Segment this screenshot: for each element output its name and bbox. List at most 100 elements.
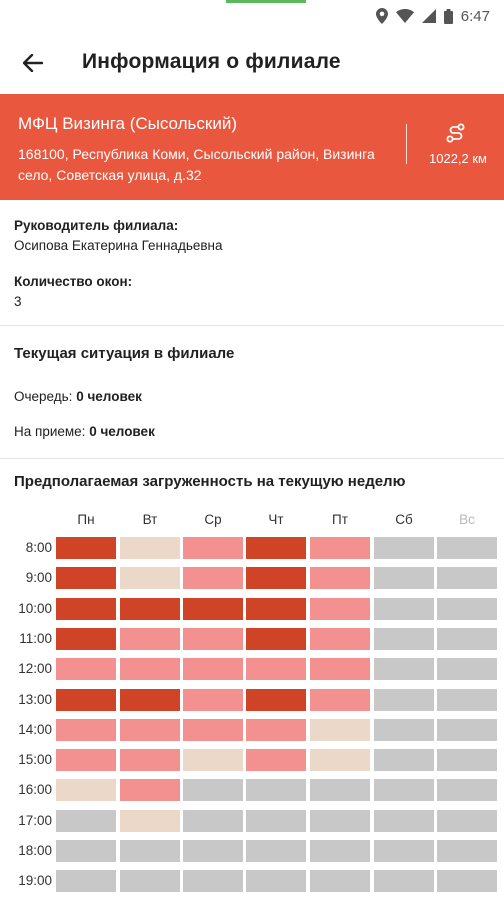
load-cell <box>437 658 497 681</box>
load-cell <box>246 870 306 893</box>
load-cell <box>374 597 434 620</box>
load-cell <box>120 688 180 711</box>
load-cell <box>246 749 306 772</box>
load-cell <box>374 627 434 650</box>
load-cell <box>310 749 370 772</box>
day-header: Пн <box>77 512 95 527</box>
load-cell <box>310 537 370 559</box>
load-cell <box>56 809 116 832</box>
current-situation: Текущая ситуация в филиале Очередь: 0 че… <box>0 327 504 459</box>
load-cell <box>183 718 243 741</box>
day-header: Чт <box>268 512 284 527</box>
hour-label: 12:00 <box>18 661 52 677</box>
load-cell <box>437 718 497 741</box>
hour-label: 11:00 <box>19 630 52 646</box>
arrow-back-icon <box>23 54 43 72</box>
load-cell <box>246 658 306 681</box>
load-cell <box>310 840 370 862</box>
load-cell <box>56 870 116 893</box>
load-cell <box>246 597 306 620</box>
day-header: Вс <box>459 512 475 527</box>
back-button[interactable] <box>18 48 48 78</box>
load-cell <box>310 627 370 650</box>
day-header: Вт <box>142 512 158 527</box>
hour-label: 14:00 <box>18 721 52 737</box>
hour-label: 15:00 <box>18 752 52 768</box>
app-bar: Информация о филиале <box>0 32 504 94</box>
queue-label: Очередь: <box>14 389 73 404</box>
load-cell <box>374 840 434 862</box>
hour-label: 9:00 <box>25 570 52 586</box>
load-cell <box>374 658 434 681</box>
load-cell <box>246 688 306 711</box>
load-cell <box>120 749 180 772</box>
day-header: Ср <box>204 512 222 527</box>
load-cell <box>246 537 306 559</box>
load-cell <box>183 749 243 772</box>
head-label: Руководитель филиала: <box>14 218 179 233</box>
load-cell <box>437 537 497 559</box>
load-title: Предполагаемая загруженность на текущую … <box>14 473 406 490</box>
branch-info: Руководитель филиала: Осипова Екатерина … <box>0 200 504 326</box>
load-cell <box>374 870 434 893</box>
windows-value: 3 <box>14 294 22 309</box>
branch-distance: 1022,2 км <box>429 151 487 166</box>
load-cell <box>437 567 497 590</box>
load-cell <box>437 688 497 711</box>
battery-icon <box>443 8 453 24</box>
branch-address: 168100, Республика Коми, Сысольский райо… <box>18 146 375 183</box>
load-cell <box>56 688 116 711</box>
branch-header: МФЦ Визинга (Сысольский) 168100, Республ… <box>0 94 504 200</box>
load-cell <box>310 688 370 711</box>
load-cell <box>56 627 116 650</box>
hour-label: 13:00 <box>18 691 52 707</box>
location-icon <box>375 8 388 24</box>
load-cell <box>437 627 497 650</box>
load-cell <box>374 718 434 741</box>
load-cell <box>56 597 116 620</box>
windows-label: Количество окон: <box>14 274 133 289</box>
divider <box>406 124 407 164</box>
load-cell <box>437 840 497 862</box>
load-cell <box>56 658 116 681</box>
load-cell <box>56 779 116 802</box>
head-value: Осипова Екатерина Геннадьевна <box>14 238 223 253</box>
load-cell <box>310 809 370 832</box>
day-header: Пт <box>332 512 348 527</box>
load-cell <box>183 809 243 832</box>
load-cell <box>120 567 180 590</box>
load-cell <box>374 749 434 772</box>
load-cell <box>56 718 116 741</box>
load-cell <box>246 840 306 862</box>
load-cell <box>310 779 370 802</box>
queue-line: Очередь: 0 человек <box>14 389 142 404</box>
load-cell <box>310 597 370 620</box>
situation-title: Текущая ситуация в филиале <box>14 345 235 362</box>
hour-label: 8:00 <box>25 540 52 555</box>
load-cell <box>120 718 180 741</box>
status-icons: 6:47 <box>375 7 490 25</box>
day-header: Сб <box>395 512 413 527</box>
page-title: Информация о филиале <box>82 50 341 73</box>
hour-label: 19:00 <box>18 873 52 889</box>
load-cell <box>374 688 434 711</box>
load-cell <box>374 537 434 559</box>
load-cell <box>120 779 180 802</box>
load-cell <box>183 627 243 650</box>
load-cell <box>374 809 434 832</box>
load-cell <box>183 688 243 711</box>
wifi-icon <box>395 9 414 23</box>
reception-label: На приеме: <box>14 424 86 439</box>
load-cell <box>437 870 497 893</box>
load-cell <box>183 870 243 893</box>
load-cell <box>56 840 116 862</box>
route-icon[interactable] <box>445 122 467 144</box>
load-cell <box>183 840 243 862</box>
load-cell <box>310 870 370 893</box>
hour-label: 18:00 <box>18 843 52 858</box>
status-accent-line <box>226 0 306 3</box>
hour-label: 17:00 <box>18 812 52 828</box>
load-cell <box>120 658 180 681</box>
load-cell <box>374 779 434 802</box>
load-cell <box>246 627 306 650</box>
